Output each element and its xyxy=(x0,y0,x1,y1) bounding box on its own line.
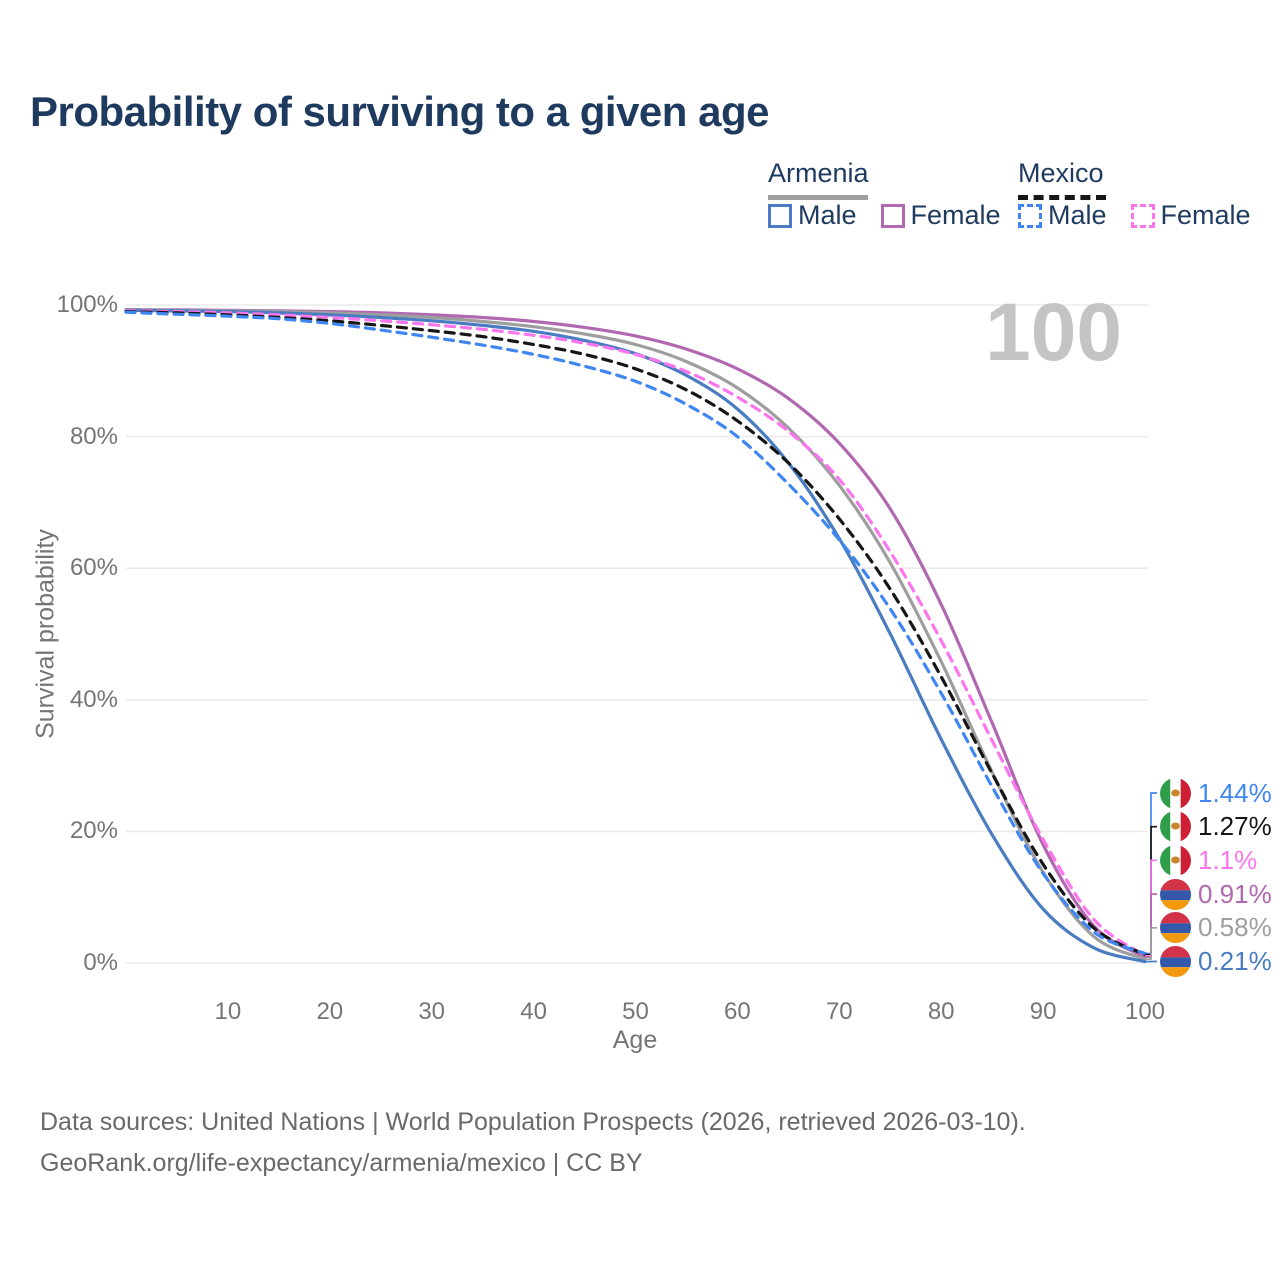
footer-attribution: Data sources: United Nations | World Pop… xyxy=(40,1102,1026,1184)
legend-item-mexico-female: Female xyxy=(1130,200,1251,231)
end-value-armenia-female: 0.91% xyxy=(1198,878,1272,909)
end-label-connector-armenia-female xyxy=(1145,893,1157,958)
legend-swatch-armenia-male xyxy=(768,203,792,228)
legend-group-armenia: Armenia xyxy=(768,158,869,200)
x-tick-60: 60 xyxy=(724,998,751,1025)
legend-swatch-armenia-female xyxy=(880,203,905,228)
x-tick-70: 70 xyxy=(825,998,853,1025)
legend-swatch-mexico-male xyxy=(1018,203,1042,228)
end-label-mexico: 1.27% xyxy=(1160,811,1272,843)
legend-label-mexico-male: Male xyxy=(1048,200,1107,230)
legend-mexico-line-sample xyxy=(1018,195,1106,205)
age-counter-watermark: 100 xyxy=(985,287,1122,378)
end-value-mexico-male: 1.44% xyxy=(1198,777,1272,808)
legend-group-mexico: Mexico xyxy=(1018,158,1106,205)
armenia-flag-icon xyxy=(1160,946,1191,977)
x-tick-30: 30 xyxy=(418,998,446,1025)
end-label-armenia-female: 0.91% xyxy=(1160,878,1272,910)
x-tick-50: 50 xyxy=(622,998,649,1025)
end-value-armenia: 0.58% xyxy=(1198,912,1272,943)
curve-armenia-female xyxy=(124,308,1147,959)
x-tick-20: 20 xyxy=(316,998,344,1025)
end-label-mexico-male: 1.44% xyxy=(1160,777,1272,809)
y-tick-100: 100% xyxy=(56,291,118,318)
x-axis-title: Age xyxy=(612,1026,658,1054)
end-label-armenia: 0.58% xyxy=(1160,912,1272,944)
curve-armenia xyxy=(124,308,1147,961)
legend-label-armenia-male: Male xyxy=(798,200,857,230)
footer-data-sources: Data sources: United Nations | World Pop… xyxy=(40,1108,1026,1136)
end-label-armenia-male: 0.21% xyxy=(1160,946,1272,978)
curve-mexico xyxy=(124,310,1147,957)
mexico-flag-icon xyxy=(1160,844,1191,876)
curve-mexico-female xyxy=(124,309,1147,958)
y-tick-80: 80% xyxy=(69,422,118,450)
legend-item-armenia-male: Male xyxy=(768,200,857,231)
legend-armenia-line-sample xyxy=(768,195,868,200)
legend-swatch-mexico-female xyxy=(1130,203,1155,228)
y-tick-20: 20% xyxy=(69,817,118,845)
y-tick-40: 40% xyxy=(69,685,118,713)
legend-items-mexico: Male Female xyxy=(1018,200,1275,231)
end-value-mexico-female: 1.1% xyxy=(1198,844,1258,875)
legend-item-mexico-male: Male xyxy=(1018,200,1107,231)
curve-armenia-male xyxy=(124,308,1147,964)
legend-country-mexico: Mexico xyxy=(1018,158,1104,188)
end-label-connector-armenia xyxy=(1145,926,1157,961)
end-label-mexico-female: 1.1% xyxy=(1160,844,1257,876)
end-label-connector-mexico-male xyxy=(1145,792,1157,955)
legend-country-armenia: Armenia xyxy=(768,158,869,188)
curve-mexico-male xyxy=(124,310,1147,956)
page-title: Probability of surviving to a given age xyxy=(30,88,769,135)
end-label-connector-mexico-female xyxy=(1145,859,1157,957)
legend-item-armenia-female: Female xyxy=(880,200,1001,231)
x-tick-80: 80 xyxy=(927,998,955,1025)
legend-label-mexico-female: Female xyxy=(1160,200,1251,230)
legend-label-armenia-female: Female xyxy=(910,200,1001,230)
armenia-flag-icon xyxy=(1160,912,1191,944)
x-tick-10: 10 xyxy=(214,998,242,1025)
legend-items-armenia: Male Female xyxy=(768,200,1025,231)
end-value-mexico: 1.27% xyxy=(1198,811,1272,842)
x-tick-100: 100 xyxy=(1124,998,1166,1025)
armenia-flag-icon xyxy=(1160,878,1191,910)
x-tick-90: 90 xyxy=(1029,998,1057,1025)
y-tick-60: 60% xyxy=(69,554,118,582)
x-tick-40: 40 xyxy=(520,998,547,1025)
end-value-armenia-male: 0.21% xyxy=(1198,946,1272,976)
mexico-flag-icon xyxy=(1160,811,1191,843)
y-tick-0: 0% xyxy=(83,949,118,976)
footer-url-license: GeoRank.org/life-expectancy/armenia/mexi… xyxy=(40,1149,643,1177)
mexico-flag-icon xyxy=(1160,777,1191,809)
end-label-connector-mexico xyxy=(1145,825,1157,956)
